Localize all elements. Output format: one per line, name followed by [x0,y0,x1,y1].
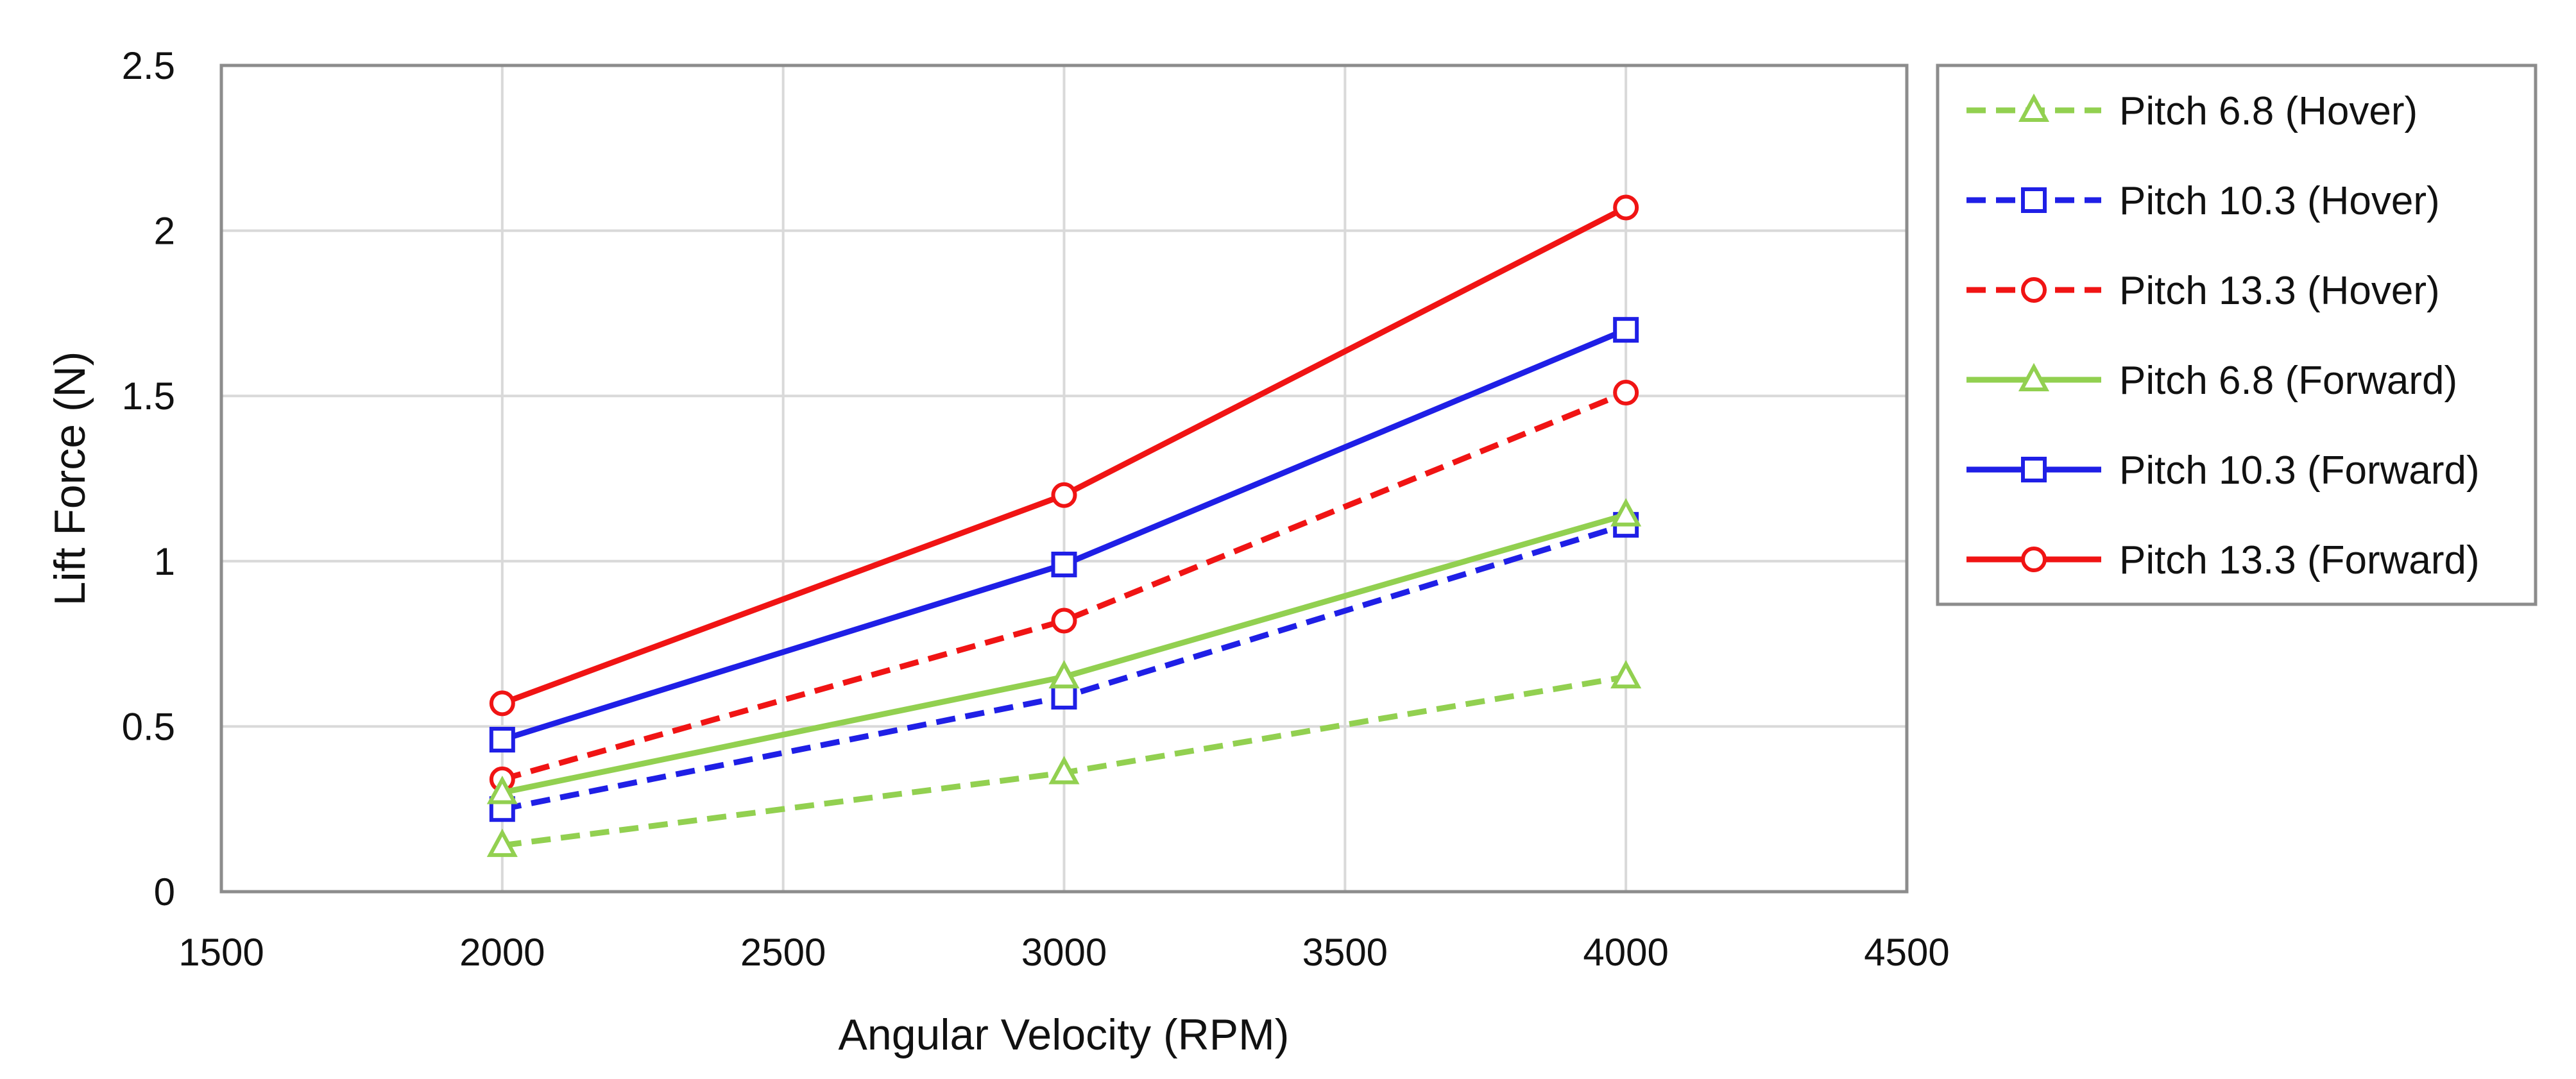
y-tick-label: 0 [154,871,175,913]
y-tick-label: 1.5 [122,375,175,418]
data-point-marker [486,776,518,804]
legend-label: Pitch 13.3 (Forward) [2119,538,2480,582]
x-tick-label: 2000 [459,931,545,974]
y-tick-label: 1 [154,540,175,583]
y-tick-label: 2.5 [122,44,175,87]
data-point-marker [1610,498,1642,527]
x-tick-label: 2500 [740,931,826,974]
legend: Pitch 6.8 (Hover) Pitch 10.3 (Hover) Pitch… [1936,64,2538,606]
legend-entry-4: Pitch 10.3 (Forward) [1966,448,2480,493]
legend-label: Pitch 10.3 (Forward) [2119,448,2480,493]
series-0 [486,659,1642,857]
data-point-marker [1613,317,1639,343]
data-point-marker [489,727,515,753]
legend-frame [1936,64,2538,606]
data-point-marker [1613,194,1639,221]
y-tick-label: 2 [154,210,175,253]
plot-area-frame [219,64,1909,894]
x-axis-title: Angular Velocity (RPM) [839,1010,1290,1059]
y-tick-label: 0.5 [122,705,175,748]
legend-swatch-marker [2018,362,2050,391]
series-5 [489,194,1639,717]
data-point-marker [1051,684,1077,710]
series-2 [489,380,1639,792]
data-point-marker [489,690,515,717]
tick-labels: 1500 2000 2500 3000 3500 4000 4500 0 0.5 1 1.5 2 2.5 [122,44,1950,974]
legend-label: Pitch 6.8 (Forward) [2119,359,2457,403]
legend-swatch-marker [2018,93,2050,122]
legend-entry-0: Pitch 6.8 (Hover) [1966,89,2418,133]
legend-label: Pitch 13.3 (Hover) [2119,269,2440,313]
data-point-marker [1613,380,1639,406]
legend-swatch-marker [2021,187,2047,213]
series-line [501,389,1627,783]
data-point-marker [1051,607,1077,634]
legend-swatch-marker [2021,457,2047,482]
series-4 [489,317,1639,753]
legend-label: Pitch 10.3 (Hover) [2119,179,2440,223]
x-tick-label: 1500 [178,931,264,974]
data-point-marker [486,828,518,857]
legend-entry-3: Pitch 6.8 (Forward) [1966,359,2457,403]
x-tick-label: 4500 [1864,931,1949,974]
series-3 [486,498,1642,804]
data-point-marker [1051,482,1077,508]
legend-entry-1: Pitch 10.3 (Hover) [1966,179,2440,223]
y-axis-title: Lift Force (N) [46,352,94,606]
x-tick-label: 3000 [1021,931,1107,974]
legend-entry-5: Pitch 13.3 (Forward) [1966,538,2480,582]
legend-entry-2: Pitch 13.3 (Hover) [1966,269,2440,313]
data-point-marker [1610,659,1642,689]
data-point-marker [1048,756,1080,785]
legend-swatch-marker [2021,277,2047,303]
data-point-marker [1048,659,1080,689]
series-layer [486,194,1642,857]
data-point-marker [1051,551,1077,577]
x-tick-label: 4000 [1583,931,1668,974]
legend-label: Pitch 6.8 (Hover) [2119,89,2418,133]
x-tick-label: 3500 [1302,931,1388,974]
legend-swatch-marker [2021,547,2047,572]
